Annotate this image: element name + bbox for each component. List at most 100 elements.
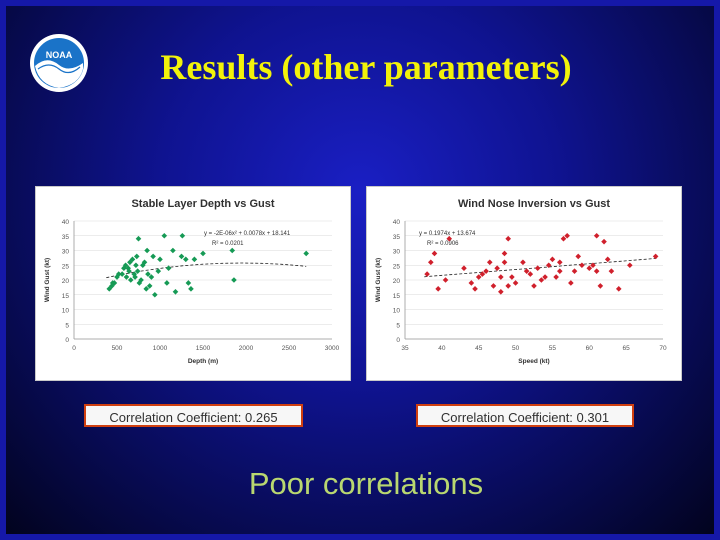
- data-point: [172, 289, 179, 295]
- data-point: [509, 274, 515, 280]
- y-tick-label: 40: [393, 219, 401, 226]
- y-tick-label: 30: [393, 249, 401, 256]
- x-tick-label: 0: [72, 345, 76, 352]
- data-point: [593, 268, 600, 274]
- data-point: [152, 291, 158, 298]
- data-point: [106, 286, 113, 292]
- data-point: [505, 235, 511, 242]
- x-tick-label: 55: [549, 345, 557, 352]
- y-tick-label: 30: [62, 249, 70, 256]
- data-point: [545, 262, 552, 269]
- chart-title: Wind Nose Inversion vs Gust: [458, 198, 610, 210]
- x-tick-label: 60: [586, 345, 594, 352]
- x-tick-label: 50: [512, 345, 520, 352]
- noaa-logo-text: NOAA: [46, 50, 73, 60]
- noaa-logo: NOAA: [29, 33, 89, 93]
- data-point: [468, 280, 475, 286]
- y-axis-label: Wind Gust (kt): [44, 258, 51, 302]
- y-tick-label: 10: [393, 308, 401, 315]
- data-point: [597, 283, 604, 289]
- trendline: [106, 262, 307, 279]
- trendline: [424, 258, 657, 278]
- chart-svg-wind-nose: Wind Nose Inversion vs Gust 0 5 10 15 20 25 30 3…: [375, 198, 667, 365]
- chart-wind-nose-inversion: Wind Nose Inversion vs Gust 0 5 10 15 20 25 30 3…: [366, 186, 682, 381]
- data-point: [568, 280, 574, 286]
- data-point: [571, 268, 578, 274]
- data-point: [428, 259, 434, 266]
- x-tick-label: 1500: [196, 345, 211, 352]
- data-point: [557, 259, 563, 266]
- data-point: [188, 286, 194, 292]
- data-point: [486, 259, 493, 266]
- x-tick-label: 2000: [239, 345, 254, 352]
- x-axis-label: Speed (kt): [518, 358, 549, 365]
- x-axis-label: Depth (m): [188, 358, 218, 365]
- data-point: [593, 232, 600, 239]
- data-point: [501, 259, 508, 266]
- data-point: [498, 289, 504, 295]
- correlation-box-right: Correlation Coefficient: 0.301: [416, 404, 634, 427]
- data-point: [557, 268, 563, 274]
- data-point: [461, 265, 467, 271]
- data-point: [115, 271, 122, 277]
- y-tick-label: 35: [393, 234, 401, 241]
- data-point: [549, 256, 556, 263]
- chart-stable-layer-depth: Stable Layer Depth vs Gust 0 5 10 15 20 25 30 35…: [35, 186, 351, 381]
- data-point: [498, 274, 504, 280]
- data-point: [579, 262, 585, 269]
- x-tick-label: 500: [112, 345, 123, 352]
- data-point: [185, 280, 192, 286]
- data-point: [652, 253, 659, 260]
- data-point: [527, 271, 534, 277]
- x-tick-label: 3000: [325, 345, 340, 352]
- data-point: [303, 250, 309, 257]
- data-point: [494, 265, 500, 271]
- data-point: [231, 277, 237, 283]
- data-point: [150, 253, 156, 260]
- data-point: [520, 259, 526, 266]
- y-tick-label: 15: [393, 293, 401, 300]
- data-point: [604, 256, 611, 263]
- x-tick-label: 70: [659, 345, 667, 352]
- data-point: [170, 247, 176, 254]
- slide-title: Results (other parameters): [160, 47, 572, 87]
- x-tick-label: 2500: [282, 345, 297, 352]
- data-point: [119, 271, 125, 277]
- data-point: [165, 265, 172, 271]
- chart-title: Stable Layer Depth vs Gust: [131, 198, 274, 210]
- x-tick-label: 35: [401, 345, 409, 352]
- data-point: [531, 283, 537, 289]
- data-point: [200, 250, 206, 257]
- data-point: [424, 271, 430, 277]
- data-point: [472, 286, 478, 292]
- y-axis-label: Wind Gust (kt): [375, 258, 382, 302]
- data-point: [615, 286, 622, 292]
- data-point: [575, 253, 582, 260]
- data-point: [431, 250, 438, 257]
- data-point: [135, 235, 142, 242]
- x-tick-label: 1000: [153, 345, 168, 352]
- y-tick-label: 20: [393, 278, 401, 285]
- data-point: [501, 250, 508, 257]
- x-tick-label: 40: [438, 345, 446, 352]
- data-point: [178, 253, 185, 260]
- y-tick-label: 35: [62, 234, 70, 241]
- y-tick-label: 10: [62, 308, 70, 315]
- data-point: [505, 283, 511, 289]
- data-point: [564, 232, 570, 239]
- y-tick-label: 0: [65, 337, 69, 344]
- data-point: [127, 277, 134, 283]
- chart-svg-stable-layer: Stable Layer Depth vs Gust 0 5 10 15 20 25 30 35…: [44, 198, 340, 365]
- data-point: [490, 283, 497, 289]
- x-tick-label: 45: [475, 345, 483, 352]
- data-point: [442, 277, 449, 283]
- data-point: [133, 253, 140, 260]
- conclusion-text: Poor correlations: [248, 466, 484, 501]
- data-point: [542, 274, 548, 280]
- data-point: [179, 232, 186, 239]
- data-point: [144, 247, 150, 254]
- data-point: [123, 274, 130, 280]
- data-point: [601, 238, 607, 245]
- y-tick-label: 15: [62, 293, 70, 300]
